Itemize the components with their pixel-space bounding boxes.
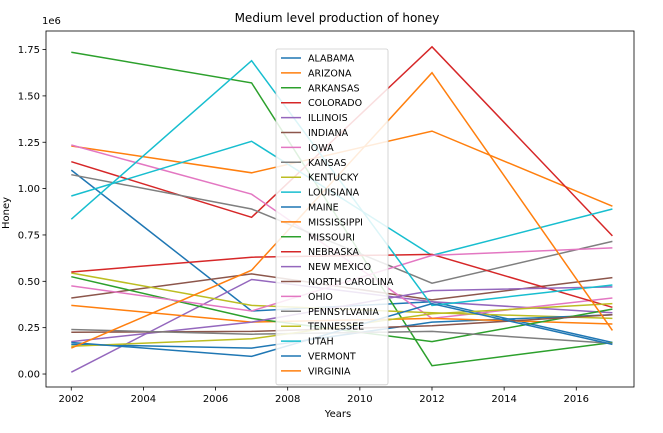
legend-label-arkansas: ARKANSAS xyxy=(308,83,360,94)
y-tick-label: 0.50 xyxy=(18,277,40,288)
legend-label-indiana: INDIANA xyxy=(308,128,349,139)
legend-label-colorado: COLORADO xyxy=(308,98,362,109)
legend-label-utah: UTAH xyxy=(308,337,334,348)
x-tick-label: 2006 xyxy=(203,394,228,405)
legend-label-kansas: KANSAS xyxy=(308,158,346,169)
y-tick-label: 1.75 xyxy=(18,45,40,56)
legend-label-virginia: VIRGINIA xyxy=(308,366,351,377)
legend-box xyxy=(275,48,389,386)
y-tick-label: 1.00 xyxy=(18,184,40,195)
y-tick-label: 1.50 xyxy=(18,91,40,102)
legend-label-pennsylvania: PENNSYLVANIA xyxy=(308,307,379,318)
axes: 2002 2004 2006 2008 2010 2012 2014 2016 0.00 0.25… xyxy=(18,30,635,405)
legend-label-arizona: ARIZONA xyxy=(308,68,352,79)
legend-label-vermont: VERMONT xyxy=(308,352,356,363)
legend-label-nebraska: NEBRASKA xyxy=(308,247,359,258)
legend-label-maine: MAINE xyxy=(308,203,339,214)
x-tick-label: 2002 xyxy=(59,394,84,405)
legend-label-kentucky: KENTUCKY xyxy=(308,173,359,184)
legend-label-illinois: ILLINOIS xyxy=(308,113,348,124)
legend-label-tennessee: TENNESSEE xyxy=(307,322,364,333)
legend-label-north-carolina: NORTH CAROLINA xyxy=(308,277,394,288)
legend: ALABAMA ARIZONA ARKANSAS COLORADO ILLINOIS IN… xyxy=(275,48,394,386)
x-tick-label: 2012 xyxy=(419,394,444,405)
y-tick-label: 0.00 xyxy=(18,370,40,381)
plot-frame xyxy=(45,30,635,388)
legend-label-mississippi: MISSISSIPPI xyxy=(308,217,363,228)
legend-label-alabama: ALABAMA xyxy=(308,54,355,65)
y-tick-label: 1.25 xyxy=(18,138,40,149)
x-tick-label: 2004 xyxy=(131,394,156,405)
y-axis-offset-text: 1e6 xyxy=(42,16,61,27)
legend-label-ohio: OHIO xyxy=(308,292,333,303)
x-tick-label: 2014 xyxy=(491,394,516,405)
legend-label-new-mexico: NEW MEXICO xyxy=(308,262,371,273)
x-tick-label: 2008 xyxy=(275,394,300,405)
legend-label-louisiana: LOUISIANA xyxy=(308,188,360,199)
legend-label-missouri: MISSOURI xyxy=(308,232,355,243)
y-axis-label: Honey xyxy=(1,197,12,229)
chart-title: Medium level production of honey xyxy=(235,11,440,25)
y-tick-label: 0.75 xyxy=(18,230,40,241)
legend-label-iowa: IOWA xyxy=(308,143,334,154)
x-tick-label: 2016 xyxy=(564,394,589,405)
x-axis-label: Years xyxy=(324,409,351,420)
x-tick-label: 2010 xyxy=(347,394,372,405)
y-tick-label: 0.25 xyxy=(18,323,40,334)
